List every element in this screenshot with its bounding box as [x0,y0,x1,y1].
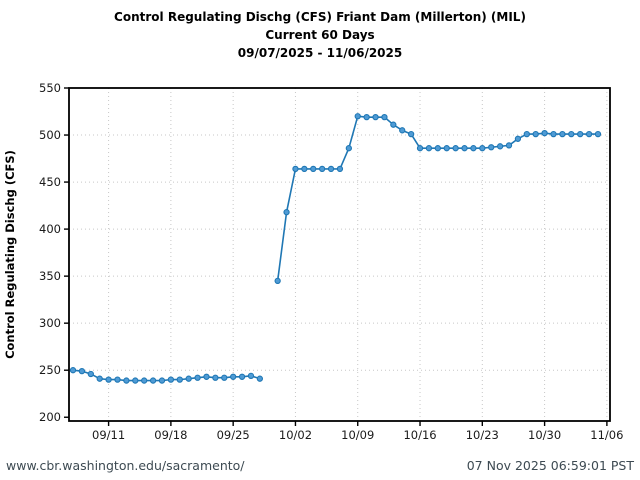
chart-footer: www.cbr.washington.edu/sacramento/ 07 No… [0,454,640,480]
y-tick-label: 250 [39,363,61,377]
series-line [72,369,261,382]
source-url: www.cbr.washington.edu/sacramento/ [6,458,245,473]
data-point [559,130,566,138]
data-point [212,374,219,381]
data-point [523,130,530,138]
data-point [354,113,361,120]
data-point [230,373,237,380]
data-point [256,375,264,382]
data-point [167,376,175,383]
data-point [318,165,326,173]
data-point [443,145,450,152]
data-point [149,377,157,384]
data-point [363,114,370,121]
data-point [301,165,308,173]
data-point [470,145,477,152]
y-tick-label: 350 [39,269,61,283]
generated-timestamp: 07 Nov 2025 06:59:01 PST [466,458,634,473]
data-point [292,165,299,173]
chart-title: Control Regulating Dischg (CFS) Friant D… [114,10,526,24]
data-point [390,121,397,128]
data-point [496,143,504,150]
data-point [479,145,486,152]
y-axis-title: Control Regulating Dischg (CFS) [3,150,17,359]
data-point [345,145,352,152]
x-tick-label: 11/06 [590,428,623,442]
x-tick-label: 09/25 [217,428,250,442]
y-tick-label: 200 [39,410,61,424]
data-point [310,165,317,173]
data-point [283,209,290,216]
data-point [185,375,192,382]
data-point [407,130,415,138]
data-point [87,370,94,378]
data-point [78,367,86,375]
chart-subtitle: Current 60 Days [265,28,375,42]
data-point [452,145,459,152]
data-point [114,376,121,383]
x-tick-label: 10/02 [279,428,312,442]
y-tick-label: 500 [39,128,61,142]
data-point [158,377,166,384]
data-point [141,377,148,384]
data-point [416,145,424,152]
data-point [594,130,602,138]
series-line [276,115,598,281]
y-tick-label: 300 [39,316,61,330]
data-point [372,114,379,121]
data-point [461,145,468,152]
data-point [336,165,344,173]
data-point [505,142,513,149]
data-point [381,114,388,121]
data-point [488,144,495,151]
x-tick-label: 09/18 [154,428,187,442]
data-point [434,145,441,152]
data-point [541,130,548,137]
data-point [247,372,255,379]
data-point [425,145,433,152]
chart-svg: 200 250 300 350 400 450 500 550 09/11 09/18 09/25 1… [3,81,623,442]
y-tick-label: 550 [39,81,61,95]
data-point [194,374,201,381]
x-tick-label: 10/16 [403,428,436,442]
x-tick-label: 09/11 [92,428,125,442]
data-point [585,130,593,138]
axis-frame [68,87,611,422]
y-tick-label: 400 [39,222,61,236]
x-tick-label: 10/09 [341,428,374,442]
data-point [568,130,575,138]
data-point [69,367,77,374]
data-point [514,135,522,142]
data-point [238,373,246,380]
data-point [550,130,557,138]
data-point [176,376,183,383]
y-tick-label: 450 [39,175,61,189]
chart-date-range: 09/07/2025 - 11/06/2025 [237,46,403,60]
data-point [532,130,539,138]
data-point [123,377,130,384]
data-point [327,165,335,173]
x-tick-label: 10/23 [466,428,499,442]
data-point [274,277,281,284]
data-point [132,377,139,384]
data-point [221,374,228,381]
data-point [96,375,103,382]
data-point [105,376,112,383]
data-point [399,127,406,134]
chart-header: Control Regulating Dischg (CFS) Friant D… [0,8,640,62]
data-point [577,130,584,138]
x-tick-label: 10/30 [528,428,561,442]
data-point [203,373,210,380]
